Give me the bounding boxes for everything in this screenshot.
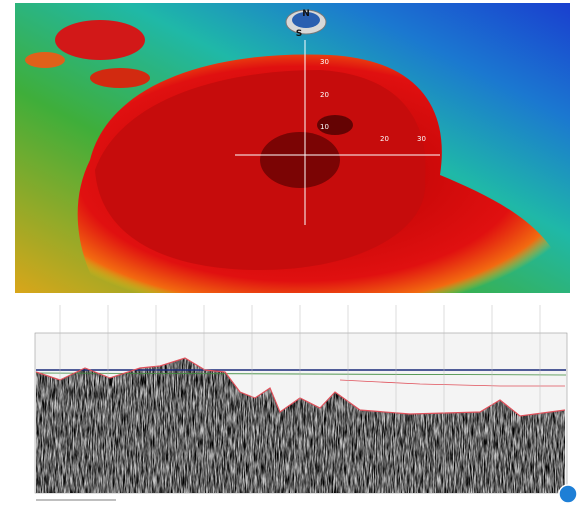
trace-markers: [59, 305, 541, 493]
small-mound: [55, 20, 145, 60]
grid-label: 10: [320, 123, 329, 131]
bathymetry-panel: 30 20 10 20 30 N S: [15, 3, 570, 293]
grid-label: 30: [417, 135, 426, 143]
compass-north: N: [302, 9, 310, 19]
small-mound: [90, 68, 150, 88]
compass: N S: [285, 9, 327, 39]
small-mound: [25, 52, 65, 68]
compass-south: S: [296, 29, 302, 39]
seafloor-horizon: [35, 357, 566, 417]
profile-panel: [34, 305, 578, 504]
grid-label: 30: [320, 58, 329, 66]
grid-label: 20: [380, 135, 389, 143]
compass-face: [292, 12, 320, 28]
horizon: [339, 379, 565, 387]
crater: [260, 132, 340, 188]
app-icon[interactable]: [558, 484, 578, 504]
grid-label: 20: [320, 91, 329, 99]
crater: [317, 115, 353, 135]
